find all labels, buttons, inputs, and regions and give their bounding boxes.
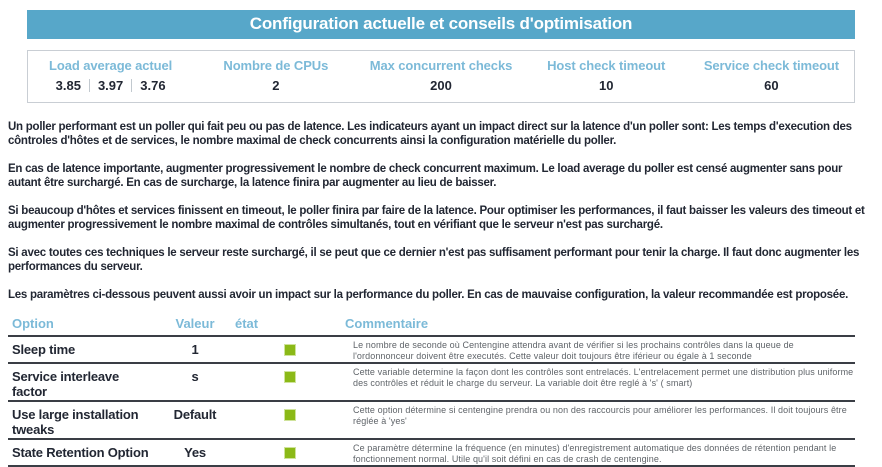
load-value-1: 3.85 (55, 78, 81, 93)
advice-paragraphs: Un poller performant est un poller qui f… (8, 120, 874, 302)
stat-service-check-timeout: Service check timeout 60 (689, 58, 854, 93)
stat-host-check-timeout: Host check timeout 10 (524, 58, 689, 93)
advice-paragraph: Un poller performant est un poller qui f… (8, 121, 852, 147)
page-title: Configuration actuelle et conseils d'opt… (27, 10, 855, 39)
column-header-state: état (235, 316, 259, 331)
option-comment: Ce paramètre détermine la fréquence (en … (353, 443, 837, 464)
option-value: s (191, 369, 199, 384)
current-config-strip: Load average actuel 3.85 3.97 3.76 Nombre … (27, 50, 855, 103)
advice-paragraph: Si beaucoup d'hôtes et services finissen… (8, 205, 865, 231)
stat-cpus-label: Nombre de CPUs (223, 58, 329, 73)
option-state-cell (235, 339, 345, 361)
options-table-header: Option Valeur état Commentaire (8, 316, 855, 335)
option-state-cell (235, 366, 345, 399)
load-separator (131, 79, 133, 92)
option-comment: Cette option détermine si centengine pre… (353, 405, 847, 426)
options-table-body: Sleep time 1 Le nombre de seconde où Cen… (8, 335, 855, 467)
status-ok-icon (284, 447, 296, 459)
option-comment: Cette variable determine la façon dont l… (353, 367, 854, 388)
column-header-option: Option (12, 316, 54, 331)
option-name: State Retention Option (12, 445, 149, 460)
advice-paragraph: En cas de latence importante, augmenter … (8, 163, 843, 189)
options-table: Option Valeur état Commentaire Sleep tim… (8, 316, 855, 467)
column-header-comment: Commentaire (345, 316, 429, 331)
table-row: State Retention Option Yes Ce paramètre … (8, 438, 855, 465)
stat-load-average-label: Load average actuel (49, 58, 173, 73)
stat-cpus-value: 2 (272, 78, 280, 93)
table-row: Service interleave factor s Cette variab… (8, 362, 855, 400)
stat-load-average-value: 3.85 3.97 3.76 (28, 78, 193, 93)
option-name: Sleep time (12, 342, 76, 357)
option-value: 1 (191, 342, 199, 357)
stat-service-check-timeout-label: Service check timeout (703, 58, 839, 73)
load-value-15: 3.76 (140, 78, 166, 93)
stat-cpus: Nombre de CPUs 2 (193, 58, 358, 93)
stat-host-check-timeout-label: Host check timeout (547, 58, 666, 73)
advice-paragraph: Si avec toutes ces techniques le serveur… (8, 247, 860, 273)
option-value: Default (173, 407, 217, 422)
status-ok-icon (284, 344, 296, 356)
status-ok-icon (284, 409, 296, 421)
stat-load-average: Load average actuel 3.85 3.97 3.76 (28, 58, 193, 93)
stat-host-check-timeout-value: 10 (598, 78, 614, 93)
table-row: Use large installation tweaks Default Ce… (8, 400, 855, 438)
option-state-cell (235, 442, 345, 464)
stat-service-check-timeout-value: 60 (764, 78, 779, 93)
option-comment: Le nombre de seconde où Centengine atten… (353, 340, 794, 361)
option-name: Use large installation tweaks (12, 407, 139, 437)
status-ok-icon (284, 371, 296, 383)
load-value-5: 3.97 (97, 78, 124, 93)
column-header-value: Valeur (175, 316, 215, 331)
option-value: Yes (184, 445, 206, 460)
table-row: Sleep time 1 Le nombre de seconde où Cen… (8, 335, 855, 362)
option-name: Service interleave factor (12, 369, 119, 399)
stat-max-concurrent-checks-value: 200 (430, 78, 452, 93)
advice-paragraph: Les paramètres ci-dessous peuvent aussi … (8, 289, 849, 301)
stat-max-concurrent-checks-label: Max concurrent checks (369, 58, 513, 73)
stat-max-concurrent-checks: Max concurrent checks 200 (358, 58, 523, 93)
load-separator (88, 79, 90, 92)
option-state-cell (235, 404, 345, 437)
